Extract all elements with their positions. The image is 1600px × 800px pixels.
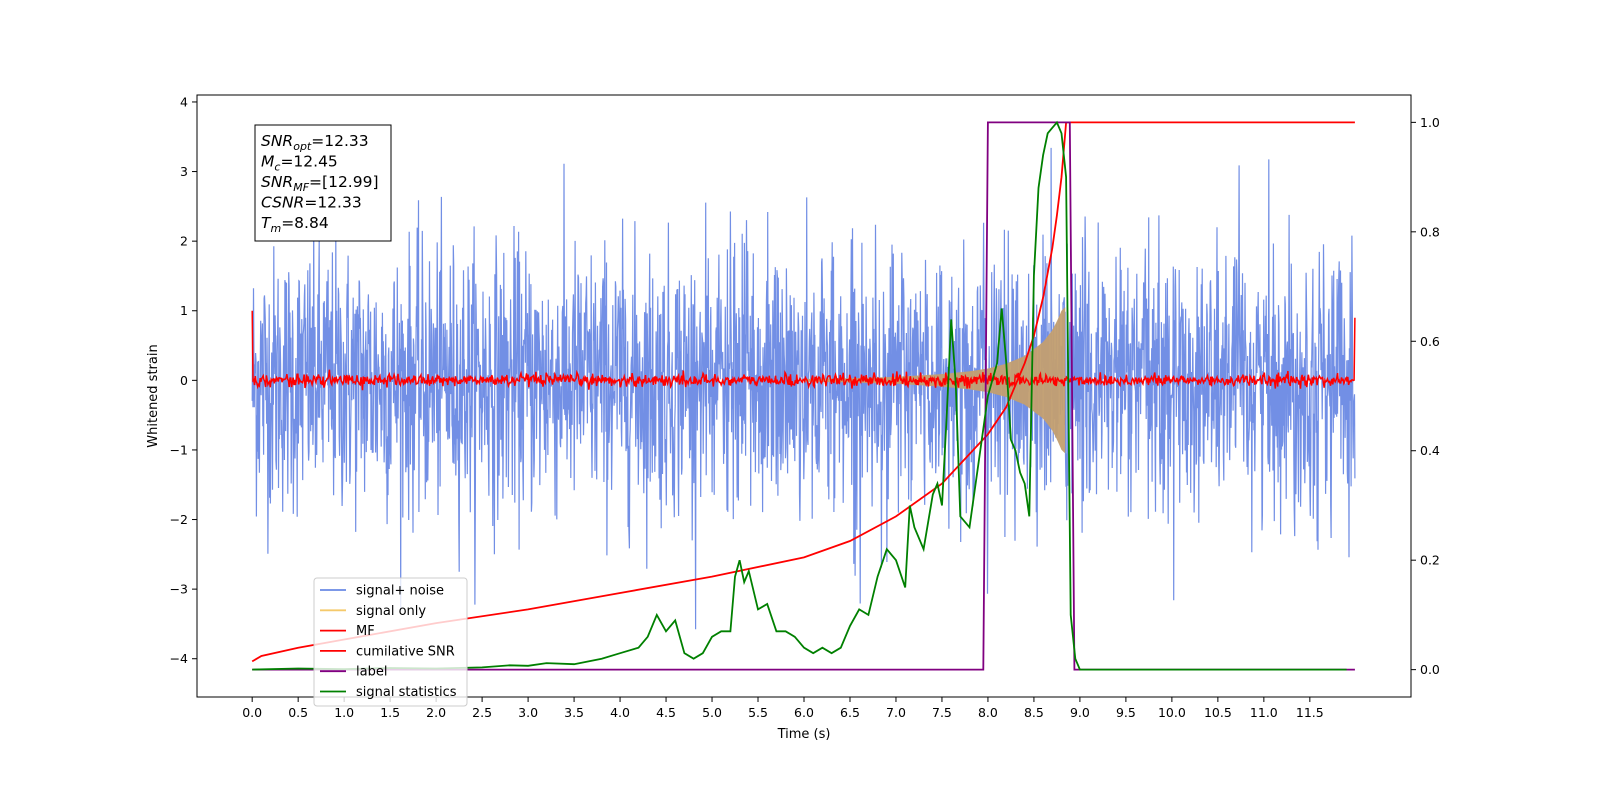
stats-line: CSNR=12.33 [261, 194, 362, 212]
x-tick-label: 9.5 [1116, 705, 1136, 720]
y2-tick-label: 0.4 [1420, 443, 1440, 458]
x-tick-label: 7.5 [932, 705, 952, 720]
stats-annotation-box: SNRopt=12.33Mc=12.45SNRMF=[12.99]CSNR=12… [254, 124, 392, 242]
stats-line: Tm=8.84 [261, 214, 329, 235]
legend: signal+ noise signal only MF cumilative SNR… [313, 577, 468, 707]
series-signal-noise-line [251, 147, 1356, 630]
x-axis-label: Time (s) [777, 727, 831, 742]
x-tick-label: 3.0 [518, 705, 538, 720]
y-tick-label: −3 [170, 582, 188, 597]
y-tick-label: 1 [180, 303, 188, 318]
x-tick-label: 10.5 [1204, 705, 1232, 720]
series-signal-statistics-line [252, 120, 1347, 671]
y-tick-label: 3 [180, 164, 188, 179]
series-mf-line [251, 310, 1356, 391]
x-tick-label: 3.5 [564, 705, 584, 720]
legend-frame [313, 577, 468, 707]
x-tick-label: 2.5 [472, 705, 492, 720]
x-tick-label: 5.5 [748, 705, 768, 720]
x-tick-label: 8.0 [978, 705, 998, 720]
legend-label: label [356, 665, 387, 680]
legend-label: signal only [356, 604, 426, 619]
x-tick-label: 2.0 [426, 705, 446, 720]
legend-label: MF [356, 624, 375, 639]
y-tick-label: −1 [170, 442, 188, 457]
y-tick-label: 2 [180, 234, 188, 249]
y-tick-label: −2 [170, 512, 188, 527]
y-tick-label: 0 [180, 373, 188, 388]
x-tick-label: 6.5 [840, 705, 860, 720]
y-tick-label: 4 [180, 94, 188, 109]
stats-box-frame [254, 124, 392, 242]
ticks-layer: 0.0 0.5 1.0 1.5 2.0 2.5 3.0 3.5 4.0 4.5 5.0 5.5 6.0 6… [170, 94, 1440, 720]
x-tick-label: 5.0 [702, 705, 722, 720]
y-tick-label: −4 [170, 651, 188, 666]
legend-label: cumilative SNR [356, 644, 455, 659]
stats-line: Mc=12.45 [261, 153, 338, 174]
y-axis-label: Whitened strain [146, 344, 161, 447]
y2-tick-label: 0.8 [1420, 224, 1440, 239]
x-tick-label: 4.0 [610, 705, 630, 720]
x-tick-label: 1.5 [380, 705, 400, 720]
x-tick-label: 11.0 [1250, 705, 1278, 720]
legend-label: signal+ noise [356, 584, 444, 599]
x-tick-label: 0.0 [242, 705, 262, 720]
x-tick-label: 10.0 [1158, 705, 1186, 720]
x-tick-label: 0.5 [288, 705, 308, 720]
stats-line: SNRopt=12.33 [261, 132, 369, 153]
x-tick-label: 1.0 [334, 705, 354, 720]
y2-tick-label: 0.0 [1420, 662, 1440, 677]
x-tick-label: 8.5 [1024, 705, 1044, 720]
y2-tick-label: 0.6 [1420, 334, 1440, 349]
x-tick-label: 4.5 [656, 705, 676, 720]
y2-tick-label: 1.0 [1420, 115, 1440, 130]
x-tick-label: 6.0 [794, 705, 814, 720]
x-tick-label: 11.5 [1296, 705, 1324, 720]
x-tick-label: 9.0 [1070, 705, 1090, 720]
stats-line: SNRMF=[12.99] [261, 173, 379, 194]
y2-tick-label: 0.2 [1420, 553, 1440, 568]
legend-label: signal statistics [356, 685, 457, 700]
x-tick-label: 7.0 [886, 705, 906, 720]
